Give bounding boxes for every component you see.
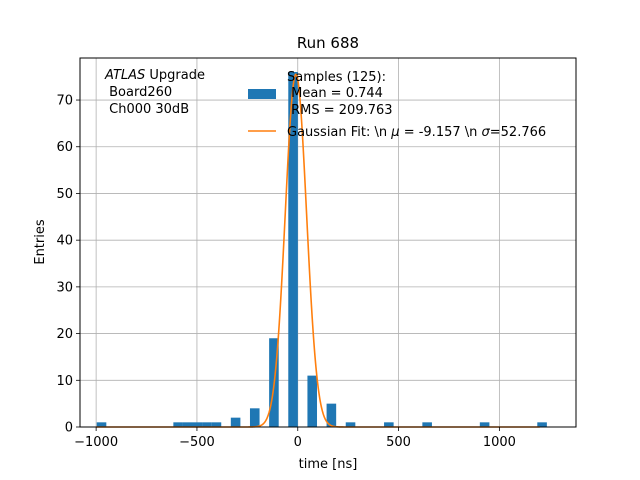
- y-tick-label: 0: [65, 421, 73, 436]
- y-tick-label: 50: [56, 187, 73, 202]
- y-tick-label: 40: [56, 234, 73, 249]
- annotation-line-1: ATLAS Upgrade: [104, 68, 205, 83]
- histogram-bar: [211, 422, 222, 427]
- histogram-bar: [307, 375, 318, 427]
- legend-histogram-swatch: [248, 89, 276, 99]
- x-tick-label: 500: [386, 435, 411, 450]
- legend-fit-mu: μ: [390, 125, 399, 140]
- x-tick-label: −1000: [74, 435, 118, 450]
- annotation-line-3: Ch000 30dB: [105, 102, 189, 117]
- histogram-bar: [182, 422, 193, 427]
- y-tick-label: 60: [56, 140, 73, 155]
- histogram-bar: [96, 422, 107, 427]
- legend: Samples (125): Mean = 0.744 RMS = 209.76…: [248, 70, 546, 140]
- y-tick-label: 30: [56, 280, 73, 295]
- histogram-bar: [202, 422, 212, 427]
- annotation-line-2: Board260: [105, 85, 172, 100]
- y-tick-label: 10: [56, 374, 73, 389]
- histogram-bar: [249, 408, 260, 427]
- legend-histogram-line-1: Samples (125):: [287, 70, 386, 85]
- legend-fit-part-2: = -9.157 \n: [400, 125, 482, 140]
- y-axis-label: Entries: [33, 219, 48, 265]
- x-tick-label: 0: [294, 435, 302, 450]
- histogram-bar: [230, 417, 241, 427]
- histogram-bar: [345, 422, 356, 427]
- histogram-bar: [384, 422, 394, 427]
- histogram-bar: [422, 422, 432, 427]
- x-axis-label: time [ns]: [299, 457, 358, 472]
- legend-fit-part-3: =52.766: [490, 125, 546, 140]
- histogram-bar: [479, 422, 490, 427]
- chart-title: Run 688: [297, 34, 359, 52]
- histogram-bar: [326, 403, 337, 427]
- plot-annotation: ATLAS Upgrade Board260 Ch000 30dB: [104, 68, 205, 117]
- legend-histogram-line-3: RMS = 209.763: [287, 103, 393, 118]
- histogram-bar: [288, 72, 298, 427]
- legend-histogram-line-2: Mean = 0.744: [287, 86, 383, 101]
- plot-frame: [79, 57, 577, 428]
- histogram-bar: [192, 422, 203, 427]
- x-tick-label: 1000: [483, 435, 516, 450]
- legend-fit-label: Gaussian Fit: \n μ = -9.157 \n σ=52.766: [287, 125, 546, 140]
- annotation-atlas: ATLAS: [104, 68, 145, 83]
- legend-fit-part-1: Gaussian Fit: \n: [287, 125, 391, 140]
- x-tick-label: −500: [179, 435, 215, 450]
- histogram-bar: [537, 422, 547, 427]
- y-tick-label: 20: [56, 327, 73, 342]
- y-tick-label: 70: [56, 94, 73, 109]
- legend-fit-sigma: σ: [482, 125, 491, 140]
- axis-ticks: −1000 −500 0 500 1000 0 10 20 30 40 50 60 70: [56, 94, 515, 450]
- annotation-upgrade: Upgrade: [145, 68, 205, 83]
- histogram-bar: [173, 422, 183, 427]
